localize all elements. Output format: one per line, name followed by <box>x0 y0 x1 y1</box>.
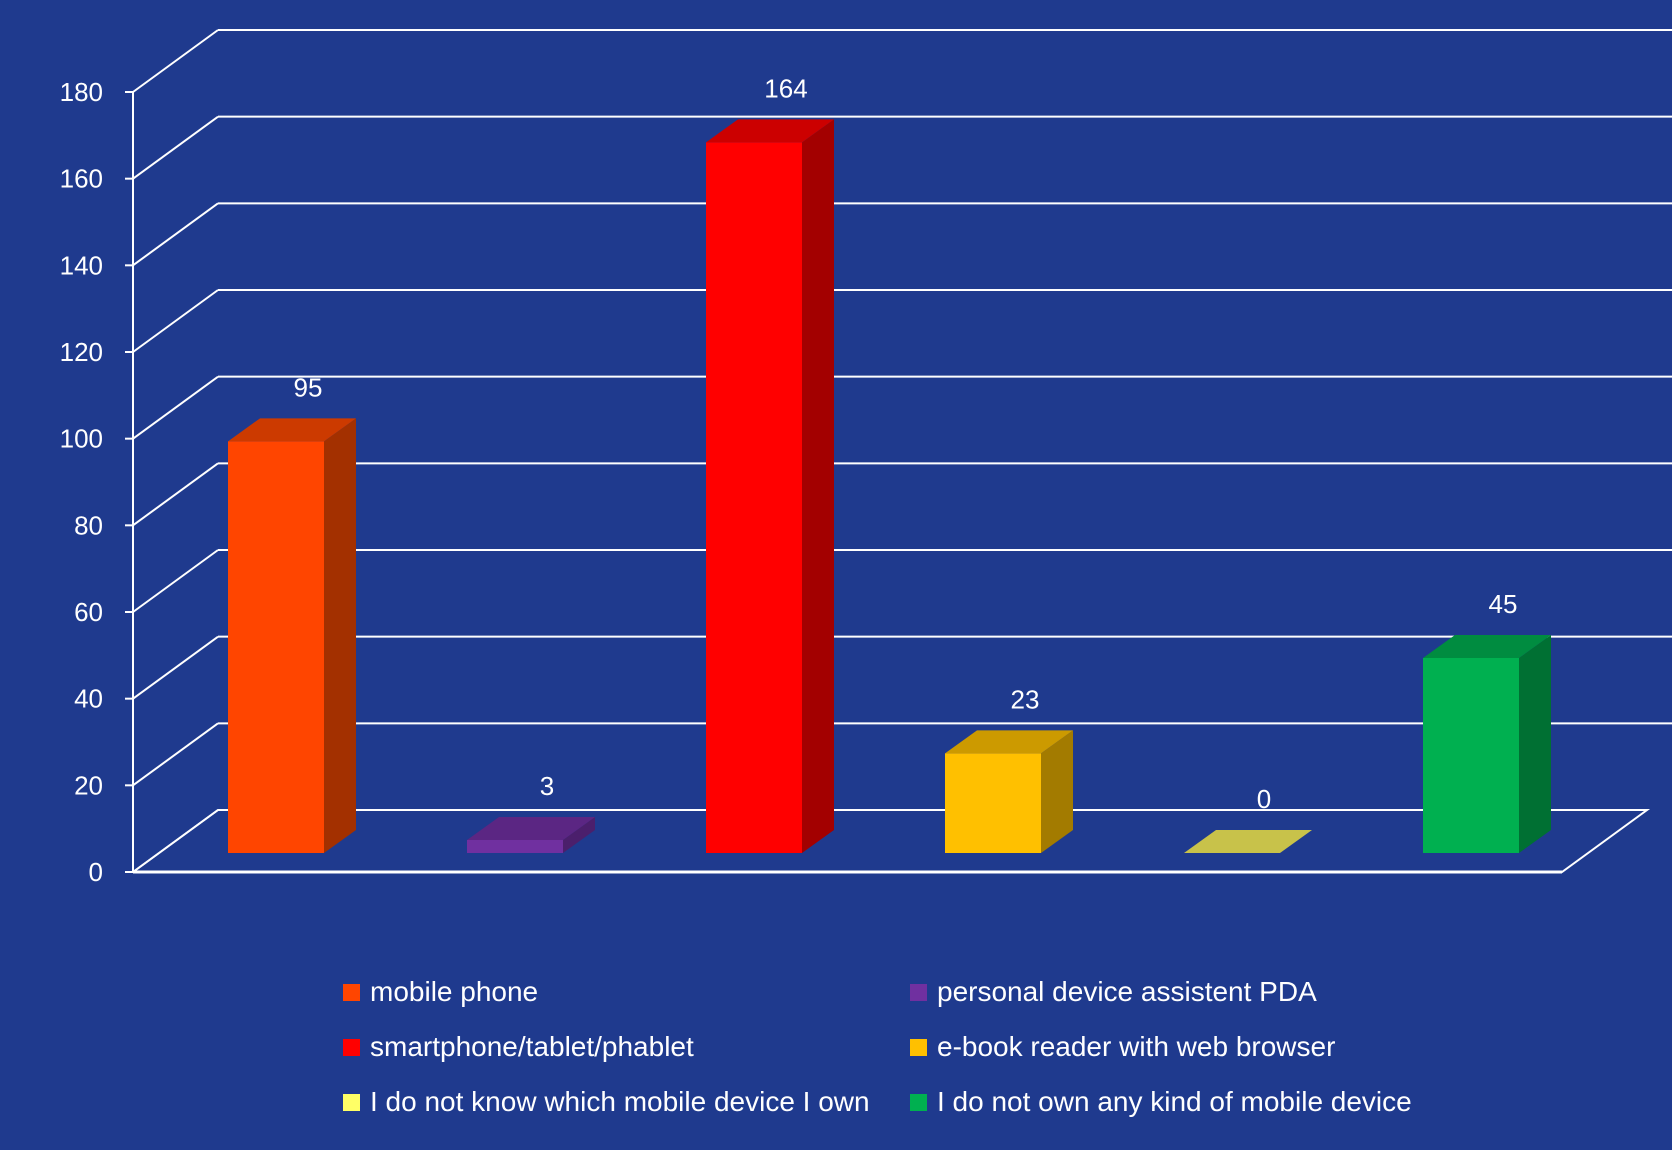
bar-side <box>324 418 356 853</box>
legend-swatch <box>910 1038 927 1056</box>
bars <box>228 119 1551 854</box>
legend-item: I do not own any kind of mobile device <box>910 1086 1412 1118</box>
bar-front <box>706 142 802 854</box>
legend-label: personal device assistent PDA <box>937 976 1317 1007</box>
bar-front <box>467 840 563 853</box>
bar-side <box>1041 730 1073 853</box>
gridline-connector <box>132 462 219 527</box>
legend-swatch <box>343 1093 360 1111</box>
bar-front <box>945 753 1041 853</box>
y-tick-label: 20 <box>74 770 103 800</box>
legend-label: smartphone/tablet/phablet <box>370 1031 694 1062</box>
chart-floor <box>132 809 1651 873</box>
bar <box>467 817 595 853</box>
legend-item: I do not know which mobile device I own <box>343 1086 870 1118</box>
legend-item: mobile phone <box>343 976 538 1008</box>
y-tick-label: 40 <box>74 684 103 714</box>
legend-item: e-book reader with web browser <box>910 1031 1335 1063</box>
bar <box>945 730 1073 853</box>
legend-swatch <box>343 1038 360 1056</box>
bar <box>228 418 356 853</box>
gridline-connector <box>132 115 219 180</box>
bar-front <box>1423 658 1519 853</box>
legend-swatch <box>343 983 360 1001</box>
gridline-connector <box>132 635 219 700</box>
y-tick-label: 120 <box>60 337 103 367</box>
legend-swatch <box>910 983 927 1001</box>
y-axis-ticks: 0 20 40 60 80 100 120 140 160 180 <box>60 77 133 887</box>
y-tick-label: 60 <box>74 597 103 627</box>
y-tick-label: 160 <box>60 164 103 194</box>
bar-top <box>1184 830 1312 853</box>
bar-top <box>467 817 595 840</box>
bar <box>706 119 834 854</box>
bar-side <box>802 119 834 854</box>
y-tick-label: 140 <box>60 250 103 280</box>
gridlines <box>132 29 1672 874</box>
bar <box>1184 830 1312 853</box>
bar-top <box>228 418 356 442</box>
bar <box>1423 635 1551 853</box>
bar-top <box>1423 635 1551 658</box>
gridline-connector <box>132 722 219 787</box>
legend-label: I do not own any kind of mobile device <box>937 1086 1412 1117</box>
bar-top <box>945 730 1073 754</box>
bar-side <box>1519 635 1551 853</box>
bar-side <box>563 817 595 853</box>
legend-label: e-book reader with web browser <box>937 1031 1336 1062</box>
gridline-connector <box>132 375 219 440</box>
gridline-connector <box>132 202 219 267</box>
data-label: 3 <box>540 771 554 801</box>
data-label: 23 <box>1011 684 1040 714</box>
data-label: 45 <box>1489 589 1518 619</box>
data-label: 95 <box>294 372 323 402</box>
bar-front <box>228 441 324 853</box>
legend-item: personal device assistent PDA <box>910 976 1317 1008</box>
data-label: 0 <box>1257 784 1271 814</box>
legend-label: I do not know which mobile device I own <box>370 1086 870 1117</box>
gridline-connector <box>132 549 219 613</box>
legend-swatch <box>910 1093 927 1111</box>
y-tick-label: 80 <box>74 510 103 540</box>
data-label: 164 <box>764 73 807 103</box>
legend-item: smartphone/tablet/phablet <box>343 1031 694 1063</box>
y-tick-label: 180 <box>60 77 103 107</box>
y-tick-label: 100 <box>60 424 103 454</box>
gridline-connector <box>132 29 219 93</box>
bar-top <box>706 119 834 143</box>
gridline-connector <box>132 289 219 353</box>
legend-label: mobile phone <box>370 976 539 1007</box>
data-labels: 95 3 164 23 0 45 <box>294 73 1518 814</box>
y-tick-label: 0 <box>89 857 103 887</box>
